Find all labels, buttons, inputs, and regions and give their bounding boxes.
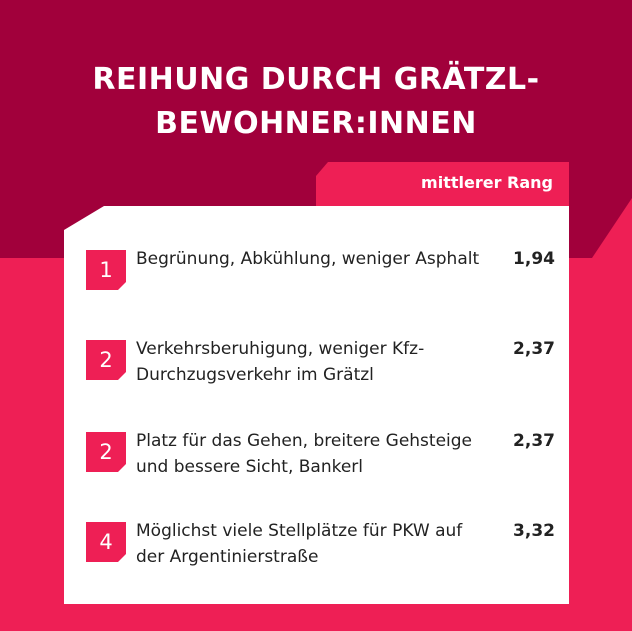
title-text: REIHUNG DURCH GRÄTZL-BEWOHNER:INNEN	[92, 62, 540, 141]
list-item: 4 Möglichst viele Stellplätze für PKW au…	[64, 514, 569, 574]
item-description: Verkehrsberuhigung, weniger Kfz-Durchzug…	[136, 339, 425, 385]
column-header-label: mittlerer Rang	[421, 173, 553, 192]
column-header-tab: mittlerer Rang	[316, 162, 569, 206]
ranking-card: 1 Begrünung, Abkühlung, weniger Asphalt …	[64, 206, 569, 604]
item-value: 2,37	[513, 431, 555, 451]
rank-badge: 4	[86, 522, 126, 562]
item-description: Möglichst viele Stellplätze für PKW auf …	[136, 521, 463, 567]
item-value: 3,32	[513, 521, 555, 541]
item-value: 2,37	[513, 339, 555, 359]
page-title: REIHUNG DURCH GRÄTZL-BEWOHNER:INNEN	[0, 58, 632, 146]
rank-badge: 2	[86, 432, 126, 472]
item-description: Begrünung, Abkühlung, weniger Asphalt	[136, 249, 480, 269]
list-item: 2 Platz für das Gehen, breitere Gehsteig…	[64, 424, 569, 484]
rank-badge: 1	[86, 250, 126, 290]
item-description: Platz für das Gehen, breitere Gehsteige …	[136, 431, 473, 477]
list-item: 2 Verkehrsberuhigung, weniger Kfz-Durchz…	[64, 332, 569, 392]
list-item: 1 Begrünung, Abkühlung, weniger Asphalt …	[64, 242, 569, 302]
rank-badge: 2	[86, 340, 126, 380]
item-value: 1,94	[513, 249, 555, 269]
